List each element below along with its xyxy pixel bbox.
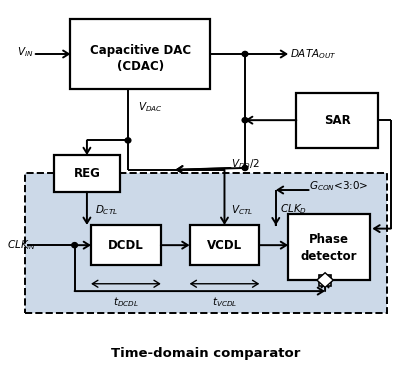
Text: $CLK_{IN}$: $CLK_{IN}$ xyxy=(7,238,36,252)
Polygon shape xyxy=(317,273,333,287)
Text: SAR: SAR xyxy=(324,114,351,127)
Text: REG: REG xyxy=(73,167,101,180)
Bar xyxy=(288,214,370,280)
Text: VCDL: VCDL xyxy=(207,239,242,252)
Text: Capacitive DAC: Capacitive DAC xyxy=(90,44,191,57)
Text: $CLK_D$: $CLK_D$ xyxy=(280,202,307,216)
Bar xyxy=(91,225,161,265)
Bar xyxy=(70,19,210,89)
Bar xyxy=(54,155,120,192)
Text: $G_{CON}$<3:0>: $G_{CON}$<3:0> xyxy=(309,179,368,193)
Text: Phase: Phase xyxy=(309,233,349,246)
Text: $D_{CTL}$: $D_{CTL}$ xyxy=(95,203,118,217)
Text: detector: detector xyxy=(301,250,358,263)
Circle shape xyxy=(242,118,248,123)
Circle shape xyxy=(242,51,248,56)
Text: $V_{DAC}$: $V_{DAC}$ xyxy=(138,100,163,114)
Circle shape xyxy=(242,165,248,170)
Text: $V_{DD}/2$: $V_{DD}/2$ xyxy=(231,158,260,171)
Circle shape xyxy=(72,242,77,248)
Bar xyxy=(190,225,260,265)
Bar xyxy=(25,173,387,313)
Circle shape xyxy=(320,276,330,284)
Circle shape xyxy=(125,138,131,143)
Text: $t_{DCDL}$: $t_{DCDL}$ xyxy=(113,295,139,308)
Bar xyxy=(296,93,379,148)
Text: $V_{CTL}$: $V_{CTL}$ xyxy=(231,203,253,217)
Text: DCDL: DCDL xyxy=(108,239,144,252)
Text: $t_{VCDL}$: $t_{VCDL}$ xyxy=(212,295,237,308)
Text: Time-domain comparator: Time-domain comparator xyxy=(111,347,301,360)
Bar xyxy=(319,275,331,286)
Text: $DATA_{OUT}$: $DATA_{OUT}$ xyxy=(290,47,337,61)
Text: $V_{IN}$: $V_{IN}$ xyxy=(17,45,34,59)
Text: (CDAC): (CDAC) xyxy=(117,61,164,73)
